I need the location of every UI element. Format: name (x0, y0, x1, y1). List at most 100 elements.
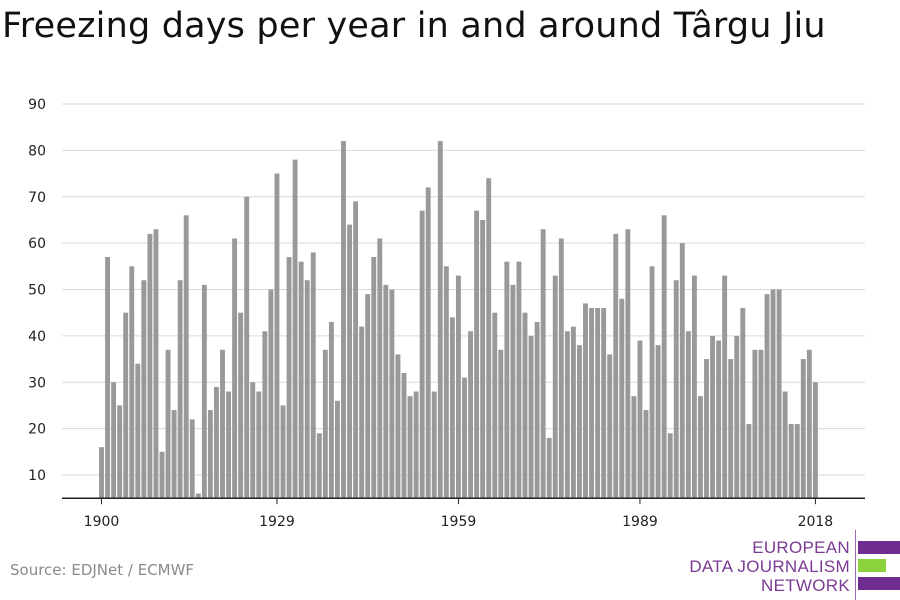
bar-1937[interactable] (322, 349, 328, 499)
bar-1948[interactable] (389, 289, 395, 499)
bar-2004[interactable] (728, 359, 734, 499)
bar-1932[interactable] (292, 159, 298, 499)
bar-1957[interactable] (443, 266, 449, 499)
bar-1902[interactable] (111, 382, 117, 499)
bar-1992[interactable] (655, 345, 661, 499)
bar-1988[interactable] (631, 396, 637, 499)
bar-1952[interactable] (413, 391, 419, 499)
bar-1918[interactable] (207, 410, 213, 499)
bar-1980[interactable] (583, 303, 588, 499)
bar-1987[interactable] (625, 229, 631, 499)
bar-2006[interactable] (740, 308, 746, 499)
bar-1982[interactable] (595, 308, 601, 499)
bar-1907[interactable] (141, 280, 147, 499)
bar-2005[interactable] (734, 335, 740, 499)
bar-1993[interactable] (661, 215, 667, 499)
bar-1944[interactable] (365, 294, 371, 499)
bar-1942[interactable] (353, 201, 359, 499)
bar-1910[interactable] (159, 451, 165, 499)
bar-2018[interactable] (812, 382, 818, 499)
bar-1929[interactable] (274, 173, 280, 499)
bar-1968[interactable] (510, 284, 516, 499)
bar-1995[interactable] (673, 280, 679, 499)
bar-1916[interactable] (195, 493, 201, 499)
bar-1911[interactable] (165, 349, 171, 499)
bar-1945[interactable] (371, 257, 377, 499)
bar-1977[interactable] (564, 331, 570, 499)
bar-1956[interactable] (437, 141, 443, 499)
bar-1985[interactable] (613, 233, 619, 499)
bar-1954[interactable] (425, 187, 431, 499)
bar-2012[interactable] (776, 289, 782, 499)
bar-1966[interactable] (498, 349, 504, 499)
bar-1976[interactable] (558, 238, 564, 499)
bar-1943[interactable] (359, 326, 365, 499)
bar-1903[interactable] (117, 405, 123, 499)
bar-1972[interactable] (534, 321, 540, 499)
bar-1914[interactable] (183, 215, 189, 499)
bar-2000[interactable] (704, 359, 709, 499)
bar-1913[interactable] (177, 280, 183, 499)
bar-1959[interactable] (456, 275, 461, 499)
bar-1997[interactable] (685, 331, 691, 499)
bar-1979[interactable] (577, 345, 582, 499)
bar-1978[interactable] (570, 326, 576, 499)
bar-1912[interactable] (171, 410, 177, 499)
bar-1947[interactable] (383, 284, 389, 499)
bar-2002[interactable] (716, 340, 722, 499)
bar-1938[interactable] (328, 321, 334, 499)
bar-1909[interactable] (153, 229, 159, 499)
bar-1917[interactable] (201, 284, 207, 499)
bar-1934[interactable] (304, 280, 310, 499)
bar-2014[interactable] (788, 423, 794, 499)
bar-1951[interactable] (407, 396, 413, 499)
bar-1965[interactable] (492, 312, 498, 499)
bar-1960[interactable] (462, 377, 467, 499)
bar-1940[interactable] (341, 141, 346, 499)
bar-1921[interactable] (226, 391, 231, 499)
bar-1998[interactable] (691, 275, 697, 499)
bar-1950[interactable] (401, 372, 407, 499)
bar-2013[interactable] (782, 391, 788, 499)
bar-1927[interactable] (262, 331, 268, 499)
bar-1961[interactable] (468, 331, 473, 499)
bar-1901[interactable] (105, 257, 110, 499)
bar-2008[interactable] (752, 349, 758, 499)
bar-1986[interactable] (619, 298, 625, 499)
bar-1981[interactable] (589, 308, 594, 499)
bar-1915[interactable] (189, 419, 195, 499)
bar-1936[interactable] (316, 433, 322, 499)
bar-1970[interactable] (522, 312, 528, 499)
bar-2003[interactable] (722, 275, 728, 499)
bar-1973[interactable] (540, 229, 546, 499)
bar-1962[interactable] (474, 210, 480, 499)
bar-1999[interactable] (698, 396, 703, 499)
bar-1925[interactable] (250, 382, 256, 499)
bar-1908[interactable] (147, 233, 153, 499)
bar-1906[interactable] (135, 363, 141, 499)
bar-1923[interactable] (238, 312, 244, 499)
bar-2001[interactable] (710, 335, 715, 499)
bar-2017[interactable] (806, 349, 812, 499)
bar-1955[interactable] (431, 391, 437, 499)
bar-2010[interactable] (764, 294, 770, 499)
bar-1900[interactable] (99, 447, 104, 499)
bar-1963[interactable] (480, 219, 486, 499)
bar-1926[interactable] (256, 391, 262, 499)
bar-1996[interactable] (679, 243, 685, 499)
bar-1922[interactable] (232, 238, 238, 499)
bar-1919[interactable] (214, 386, 219, 499)
bar-1984[interactable] (607, 354, 613, 499)
bar-1958[interactable] (449, 317, 455, 499)
bar-1989[interactable] (637, 340, 643, 499)
bar-2007[interactable] (746, 423, 752, 499)
bar-1967[interactable] (504, 261, 510, 499)
bar-2011[interactable] (770, 289, 776, 499)
bar-1941[interactable] (347, 224, 352, 499)
bar-1931[interactable] (286, 257, 292, 499)
bar-1904[interactable] (123, 312, 129, 499)
bar-2016[interactable] (800, 359, 806, 499)
bar-1920[interactable] (220, 349, 225, 499)
bar-2009[interactable] (758, 349, 764, 499)
bar-1924[interactable] (244, 196, 250, 499)
